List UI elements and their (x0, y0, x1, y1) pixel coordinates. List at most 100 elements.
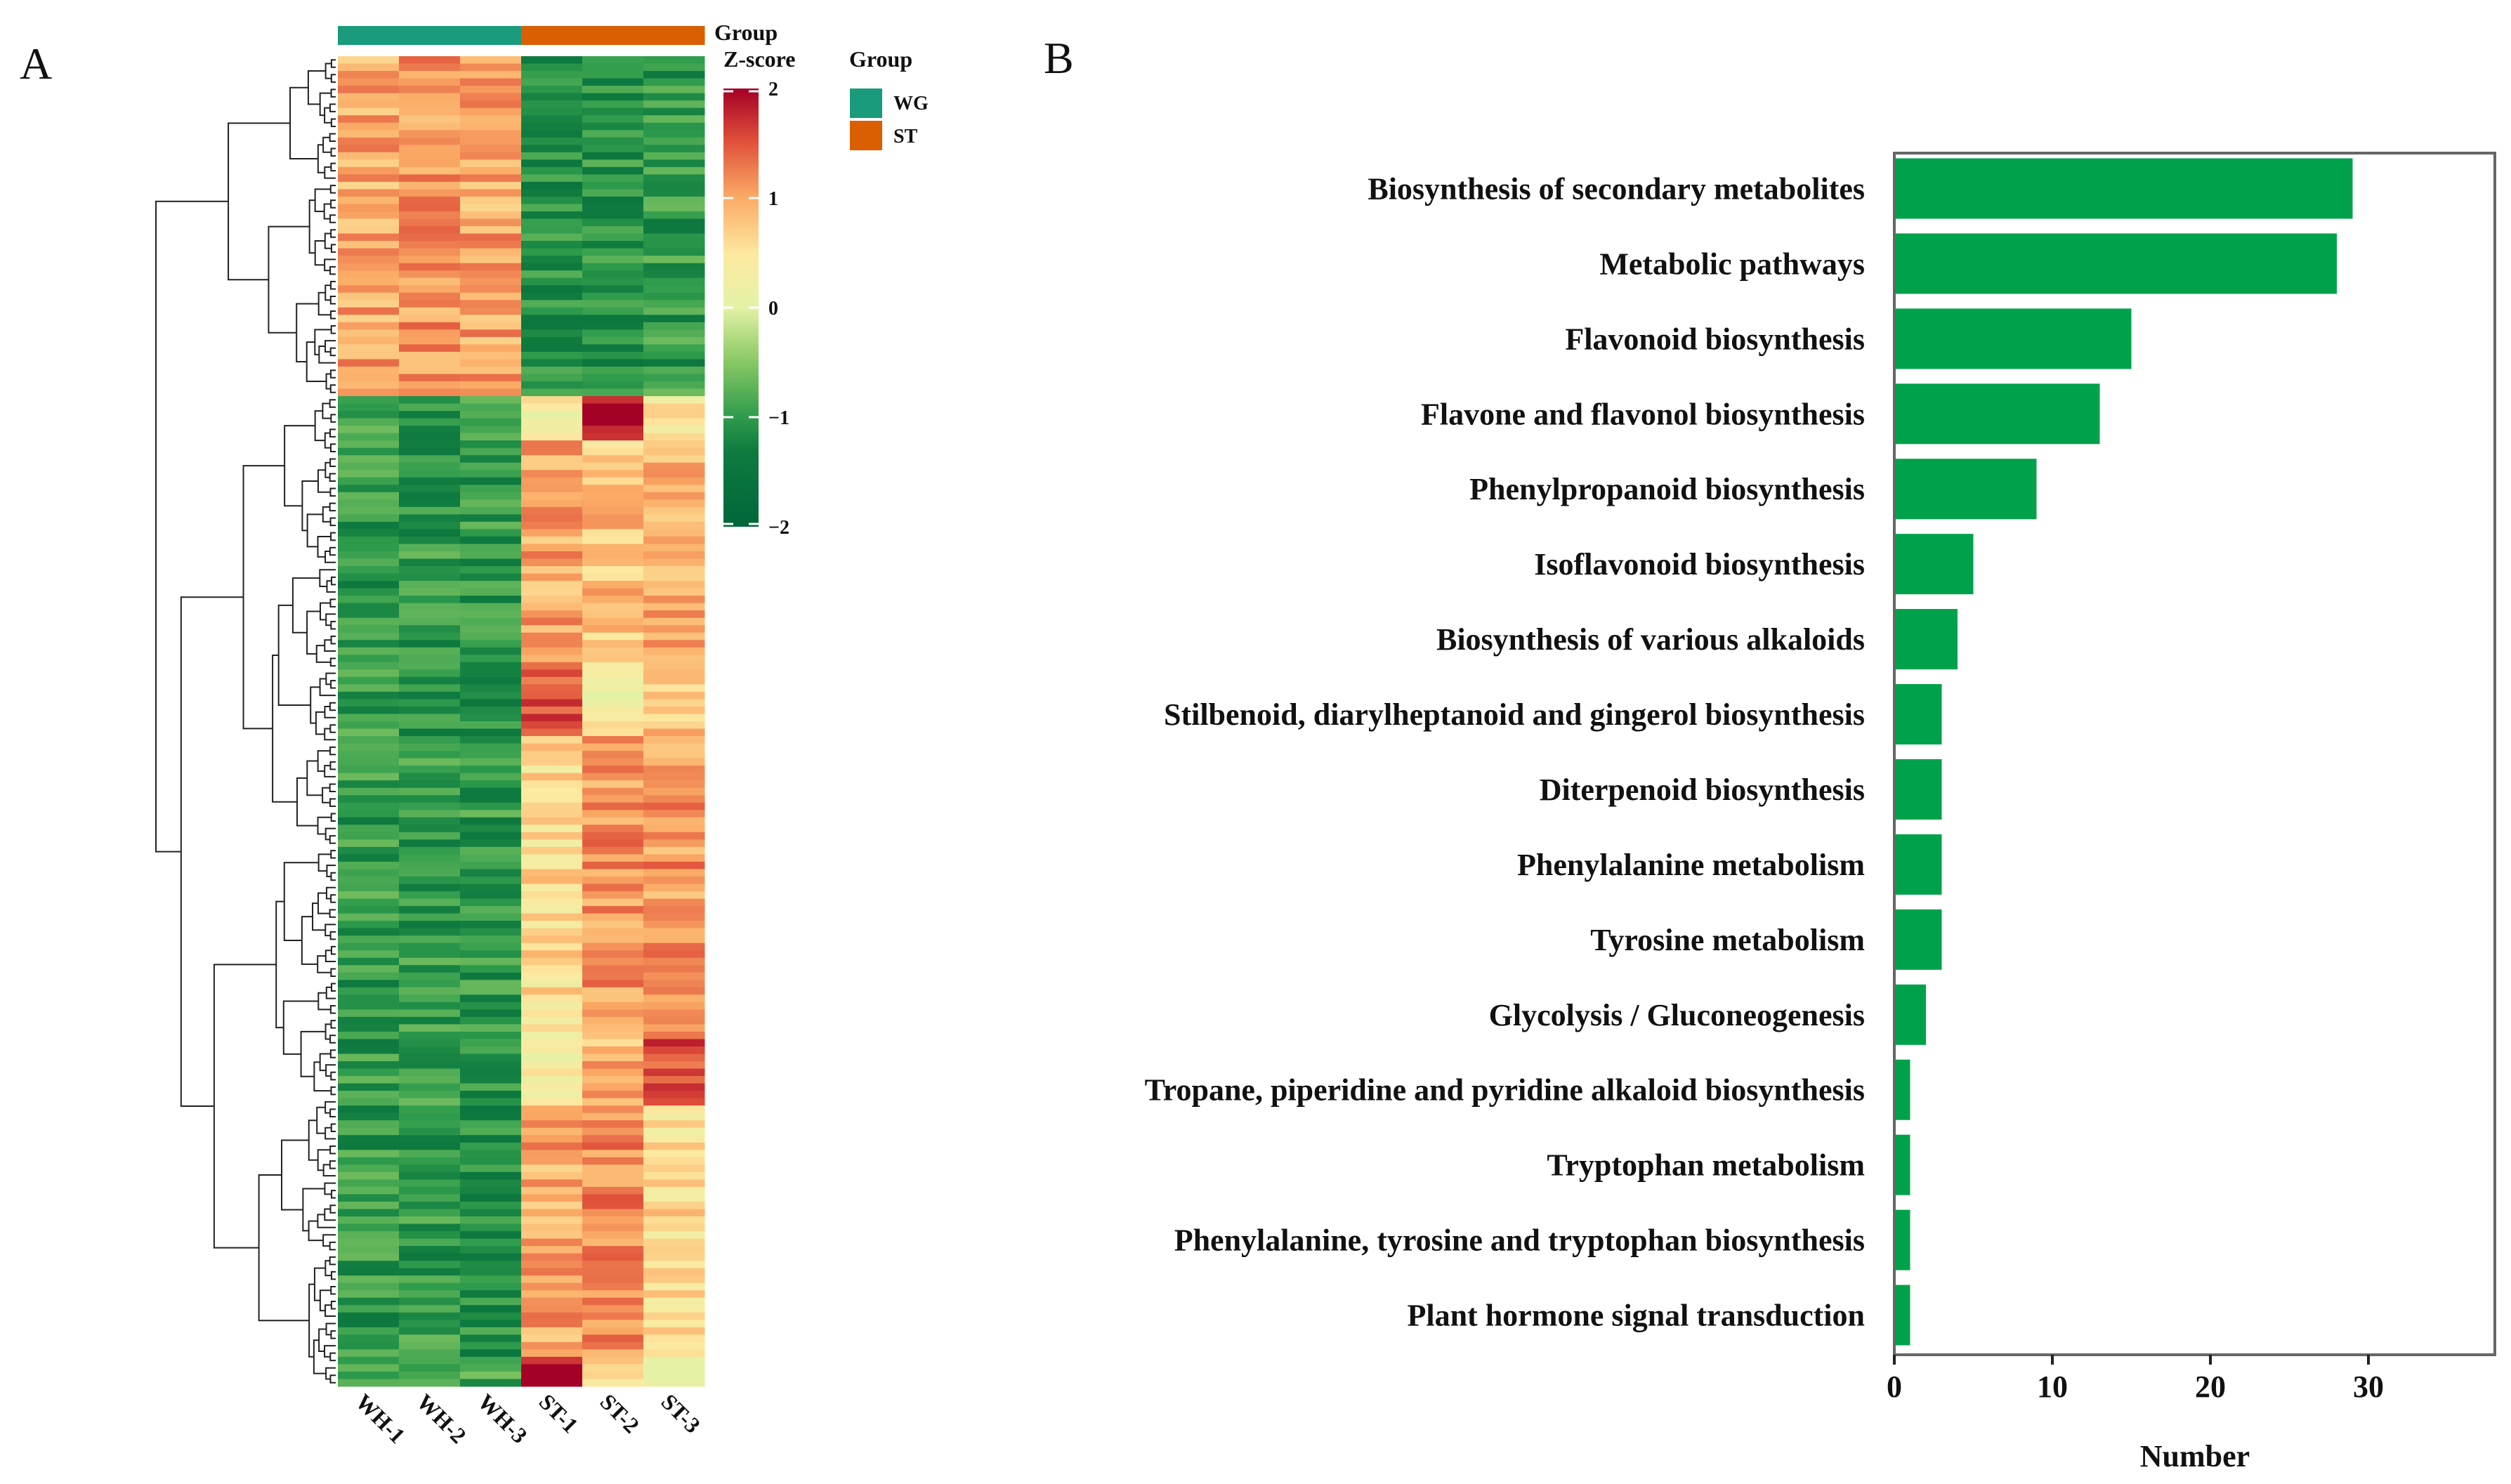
heatmap-cell (521, 766, 583, 774)
heatmap-cell (399, 884, 461, 892)
heatmap-cell (643, 625, 705, 633)
dendrogram-branch (324, 107, 332, 124)
heatmap-cell (338, 1142, 400, 1150)
dendrogram-branch (329, 428, 336, 438)
heatmap-cell (582, 581, 644, 589)
heatmap-cell (582, 159, 644, 168)
heatmap-cell (643, 1120, 705, 1129)
heatmap-cell (643, 640, 705, 648)
heatmap-cell (521, 647, 583, 655)
heatmap-cell (643, 403, 705, 412)
heatmap-cell (582, 529, 644, 537)
heatmap-cell (399, 145, 461, 153)
heatmap-cell (460, 758, 522, 766)
heatmap-cell (338, 684, 400, 692)
heatmap-cell (643, 846, 705, 855)
heatmap-cell (399, 573, 461, 582)
dendrogram-branch (317, 853, 332, 872)
heatmap-cell (582, 610, 644, 619)
heatmap-cell (460, 802, 522, 810)
heatmap-cell (399, 1275, 461, 1284)
heatmap-cell (643, 1098, 705, 1106)
heatmap-cell (460, 174, 522, 183)
category-label: Phenylalanine metabolism (1517, 848, 1865, 882)
heatmap-cell (643, 381, 705, 389)
heatmap-cell (582, 684, 644, 692)
heatmap-cell (338, 817, 400, 825)
heatmap-cell (399, 965, 461, 973)
heatmap-cell (460, 1127, 522, 1136)
heatmap-cell (582, 662, 644, 670)
legend-label-st: ST (893, 126, 918, 147)
heatmap-cell (399, 529, 461, 537)
heatmap-cell (460, 810, 522, 818)
heatmap-cell (643, 1046, 705, 1054)
heatmap-cell (643, 610, 705, 619)
dendrogram-branch (330, 244, 336, 253)
heatmap-cell (399, 78, 461, 86)
heatmap-cell (399, 233, 461, 242)
heatmap-cell (338, 676, 400, 685)
heatmap-cell (460, 374, 522, 382)
heatmap-cell (338, 906, 400, 914)
heatmap-cell (460, 86, 522, 94)
heatmap-cell (643, 218, 705, 227)
heatmap-cell (460, 433, 522, 441)
dendrogram-branch (329, 295, 336, 305)
heatmap-cell (521, 994, 583, 1003)
heatmap-cell (643, 336, 705, 345)
heatmap-cell (643, 558, 705, 567)
heatmap-cell (643, 950, 705, 959)
heatmap-cell (460, 913, 522, 921)
heatmap-cell (521, 211, 583, 219)
heatmap-cell (582, 315, 644, 323)
heatmap-cell (643, 307, 705, 315)
heatmap-cell (460, 787, 522, 796)
heatmap-cell (399, 1186, 461, 1195)
dendrogram-branch (313, 1061, 332, 1092)
heatmap-cell (399, 891, 461, 900)
heatmap-cell (643, 374, 705, 382)
heatmap-cell (582, 1091, 644, 1099)
heatmap-cell (399, 1112, 461, 1121)
dendrogram-branch (324, 950, 336, 962)
heatmap-cell (521, 1186, 583, 1195)
heatmap-cell (460, 1297, 522, 1306)
bar (1894, 984, 1926, 1045)
colorbar-tick-label: −2 (768, 517, 789, 539)
bar (1894, 158, 2353, 219)
heatmap-cell (338, 440, 400, 449)
heatmap-cell (582, 736, 644, 744)
heatmap-cell (338, 1112, 400, 1121)
heatmap-cell (460, 1290, 522, 1299)
heatmap-cell (460, 322, 522, 330)
dendrogram-branch (330, 74, 336, 83)
heatmap-cell (399, 1031, 461, 1039)
heatmap-cell (582, 846, 644, 855)
group-annotation-cell (582, 26, 644, 45)
dendrogram-branch (313, 1267, 326, 1301)
heatmap-cell (521, 100, 583, 109)
heatmap-cell (582, 351, 644, 360)
heatmap-cell (582, 1297, 644, 1306)
heatmap-cell (582, 1246, 644, 1254)
heatmap-cell (460, 1171, 522, 1180)
heatmap-cell (582, 1312, 644, 1320)
heatmap-cell (521, 640, 583, 648)
dendrogram-branch (314, 329, 332, 355)
heatmap-cell (643, 1061, 705, 1070)
heatmap-cell (460, 189, 522, 197)
dendrogram-branch (329, 443, 336, 452)
colorbar-ticks: 2 1 0 −1 −2 (723, 79, 789, 539)
heatmap-cell (582, 78, 644, 86)
heatmap-cell (399, 706, 461, 714)
dendrogram-branch (330, 945, 336, 955)
heatmap-cell (521, 898, 583, 907)
dendrogram-branch (312, 902, 326, 931)
dendrogram-branch (301, 916, 318, 965)
heatmap-cell (521, 676, 583, 685)
heatmap-cell (460, 766, 522, 774)
heatmap-cell (521, 1150, 583, 1158)
heatmap-cell (521, 1105, 583, 1114)
dendrogram-branch (213, 964, 277, 1249)
